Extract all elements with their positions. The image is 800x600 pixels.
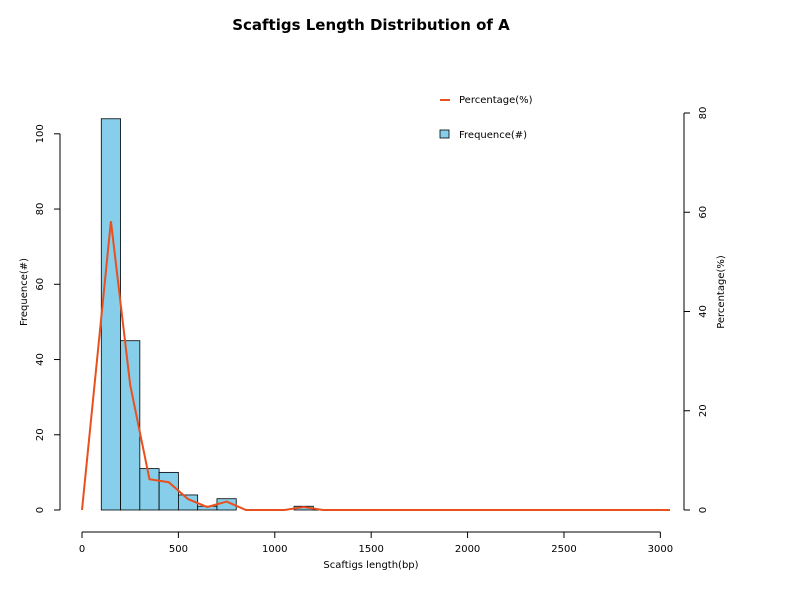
y-left-tick-label-100: 100	[35, 124, 46, 143]
histogram-bar-1	[120, 340, 141, 511]
legend-label-frequence: Frequence(#)	[459, 130, 527, 141]
y-right-tick-label-40: 40	[698, 305, 709, 318]
chart-title: Scaftigs Length Distribution of A	[232, 16, 510, 34]
x-tick-label-500: 500	[169, 544, 188, 555]
y-right-tick-label-80: 80	[698, 107, 709, 120]
y-axis-right-label: Percentage(%)	[716, 255, 727, 329]
y-right-tick-label-0: 0	[698, 507, 709, 513]
x-axis: 0 500 1000 1500 2000 2500 3000	[79, 531, 673, 555]
histogram-bars	[100, 118, 670, 511]
y-right-tick-label-60: 60	[698, 206, 709, 219]
x-tick-label-3000: 3000	[648, 544, 673, 555]
x-axis-label: Scaftigs length(bp)	[323, 560, 418, 571]
y-axis-left: 0 20 40 60 80 100	[35, 124, 61, 513]
histogram-bar-3	[158, 471, 179, 511]
x-tick-label-2000: 2000	[455, 544, 480, 555]
legend-label-percentage: Percentage(%)	[459, 95, 533, 106]
percentage-line-group	[81, 221, 670, 511]
histogram-bar-0	[100, 118, 121, 511]
x-tick-label-1000: 1000	[262, 544, 287, 555]
x-tick-label-2500: 2500	[551, 544, 576, 555]
legend-box-swatch	[439, 129, 450, 139]
y-left-tick-label-0: 0	[35, 507, 46, 513]
y-left-tick-label-60: 60	[35, 278, 46, 291]
y-left-tick-label-20: 20	[35, 428, 46, 441]
x-tick-label-0: 0	[79, 544, 85, 555]
x-tick-label-1500: 1500	[358, 544, 383, 555]
y-left-tick-label-80: 80	[35, 203, 46, 216]
y-left-tick-label-40: 40	[35, 353, 46, 366]
y-right-tick-label-20: 20	[698, 404, 709, 417]
legend: Percentage(%) Frequence(#)	[439, 95, 533, 141]
y-axis-right: 0 20 40 60 80	[683, 107, 709, 513]
percentage-line	[81, 221, 670, 511]
y-axis-left-label: Frequence(#)	[19, 258, 30, 326]
